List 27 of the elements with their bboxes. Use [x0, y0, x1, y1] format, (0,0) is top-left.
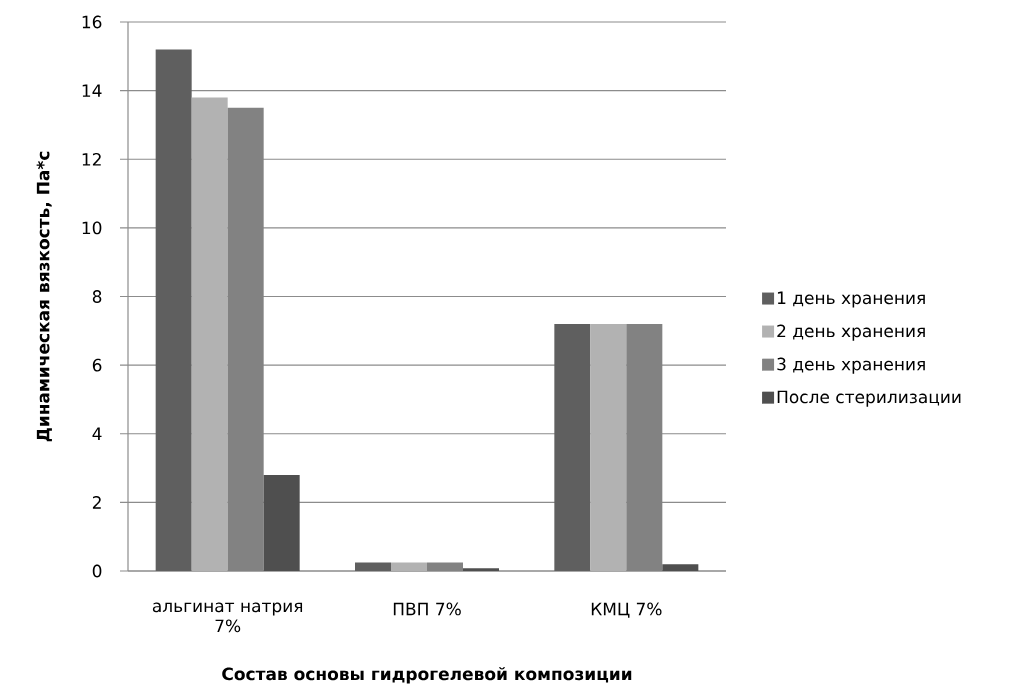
bar [355, 562, 391, 571]
legend-label: 1 день хранения [777, 291, 925, 308]
y-tick-label: 4 [92, 427, 102, 440]
bar [463, 568, 499, 571]
bar [554, 323, 591, 571]
bar [263, 474, 300, 571]
legend-label: 3 день хранения [777, 357, 925, 374]
bar [662, 564, 699, 571]
bar [191, 97, 228, 571]
x-tick-label: КМЦ 7% [591, 602, 662, 618]
y-tick-label: 16 [82, 15, 102, 29]
y-tick-label: 8 [92, 290, 102, 303]
bar [155, 49, 192, 571]
y-tick-label: 12 [82, 152, 101, 166]
x-tick-label: альгинат натрия 7% [152, 602, 303, 633]
legend-label: 2 день хранения [777, 324, 925, 341]
y-axis-title: Динамическая вязкость, Па*с [36, 151, 52, 442]
y-tick-label: 14 [82, 84, 102, 97]
x-axis-title: Состав основы гидрогелевой композиции [222, 667, 632, 684]
y-tick-label: 2 [92, 496, 101, 509]
legend-label: После стерилизации [777, 390, 961, 407]
bar [590, 323, 627, 571]
y-tick-label: 0 [92, 564, 102, 578]
y-tick-label: 6 [92, 358, 102, 372]
y-tick-label: 10 [82, 221, 102, 235]
x-tick-label: ПВП 7% [393, 602, 461, 616]
bar [391, 562, 427, 571]
